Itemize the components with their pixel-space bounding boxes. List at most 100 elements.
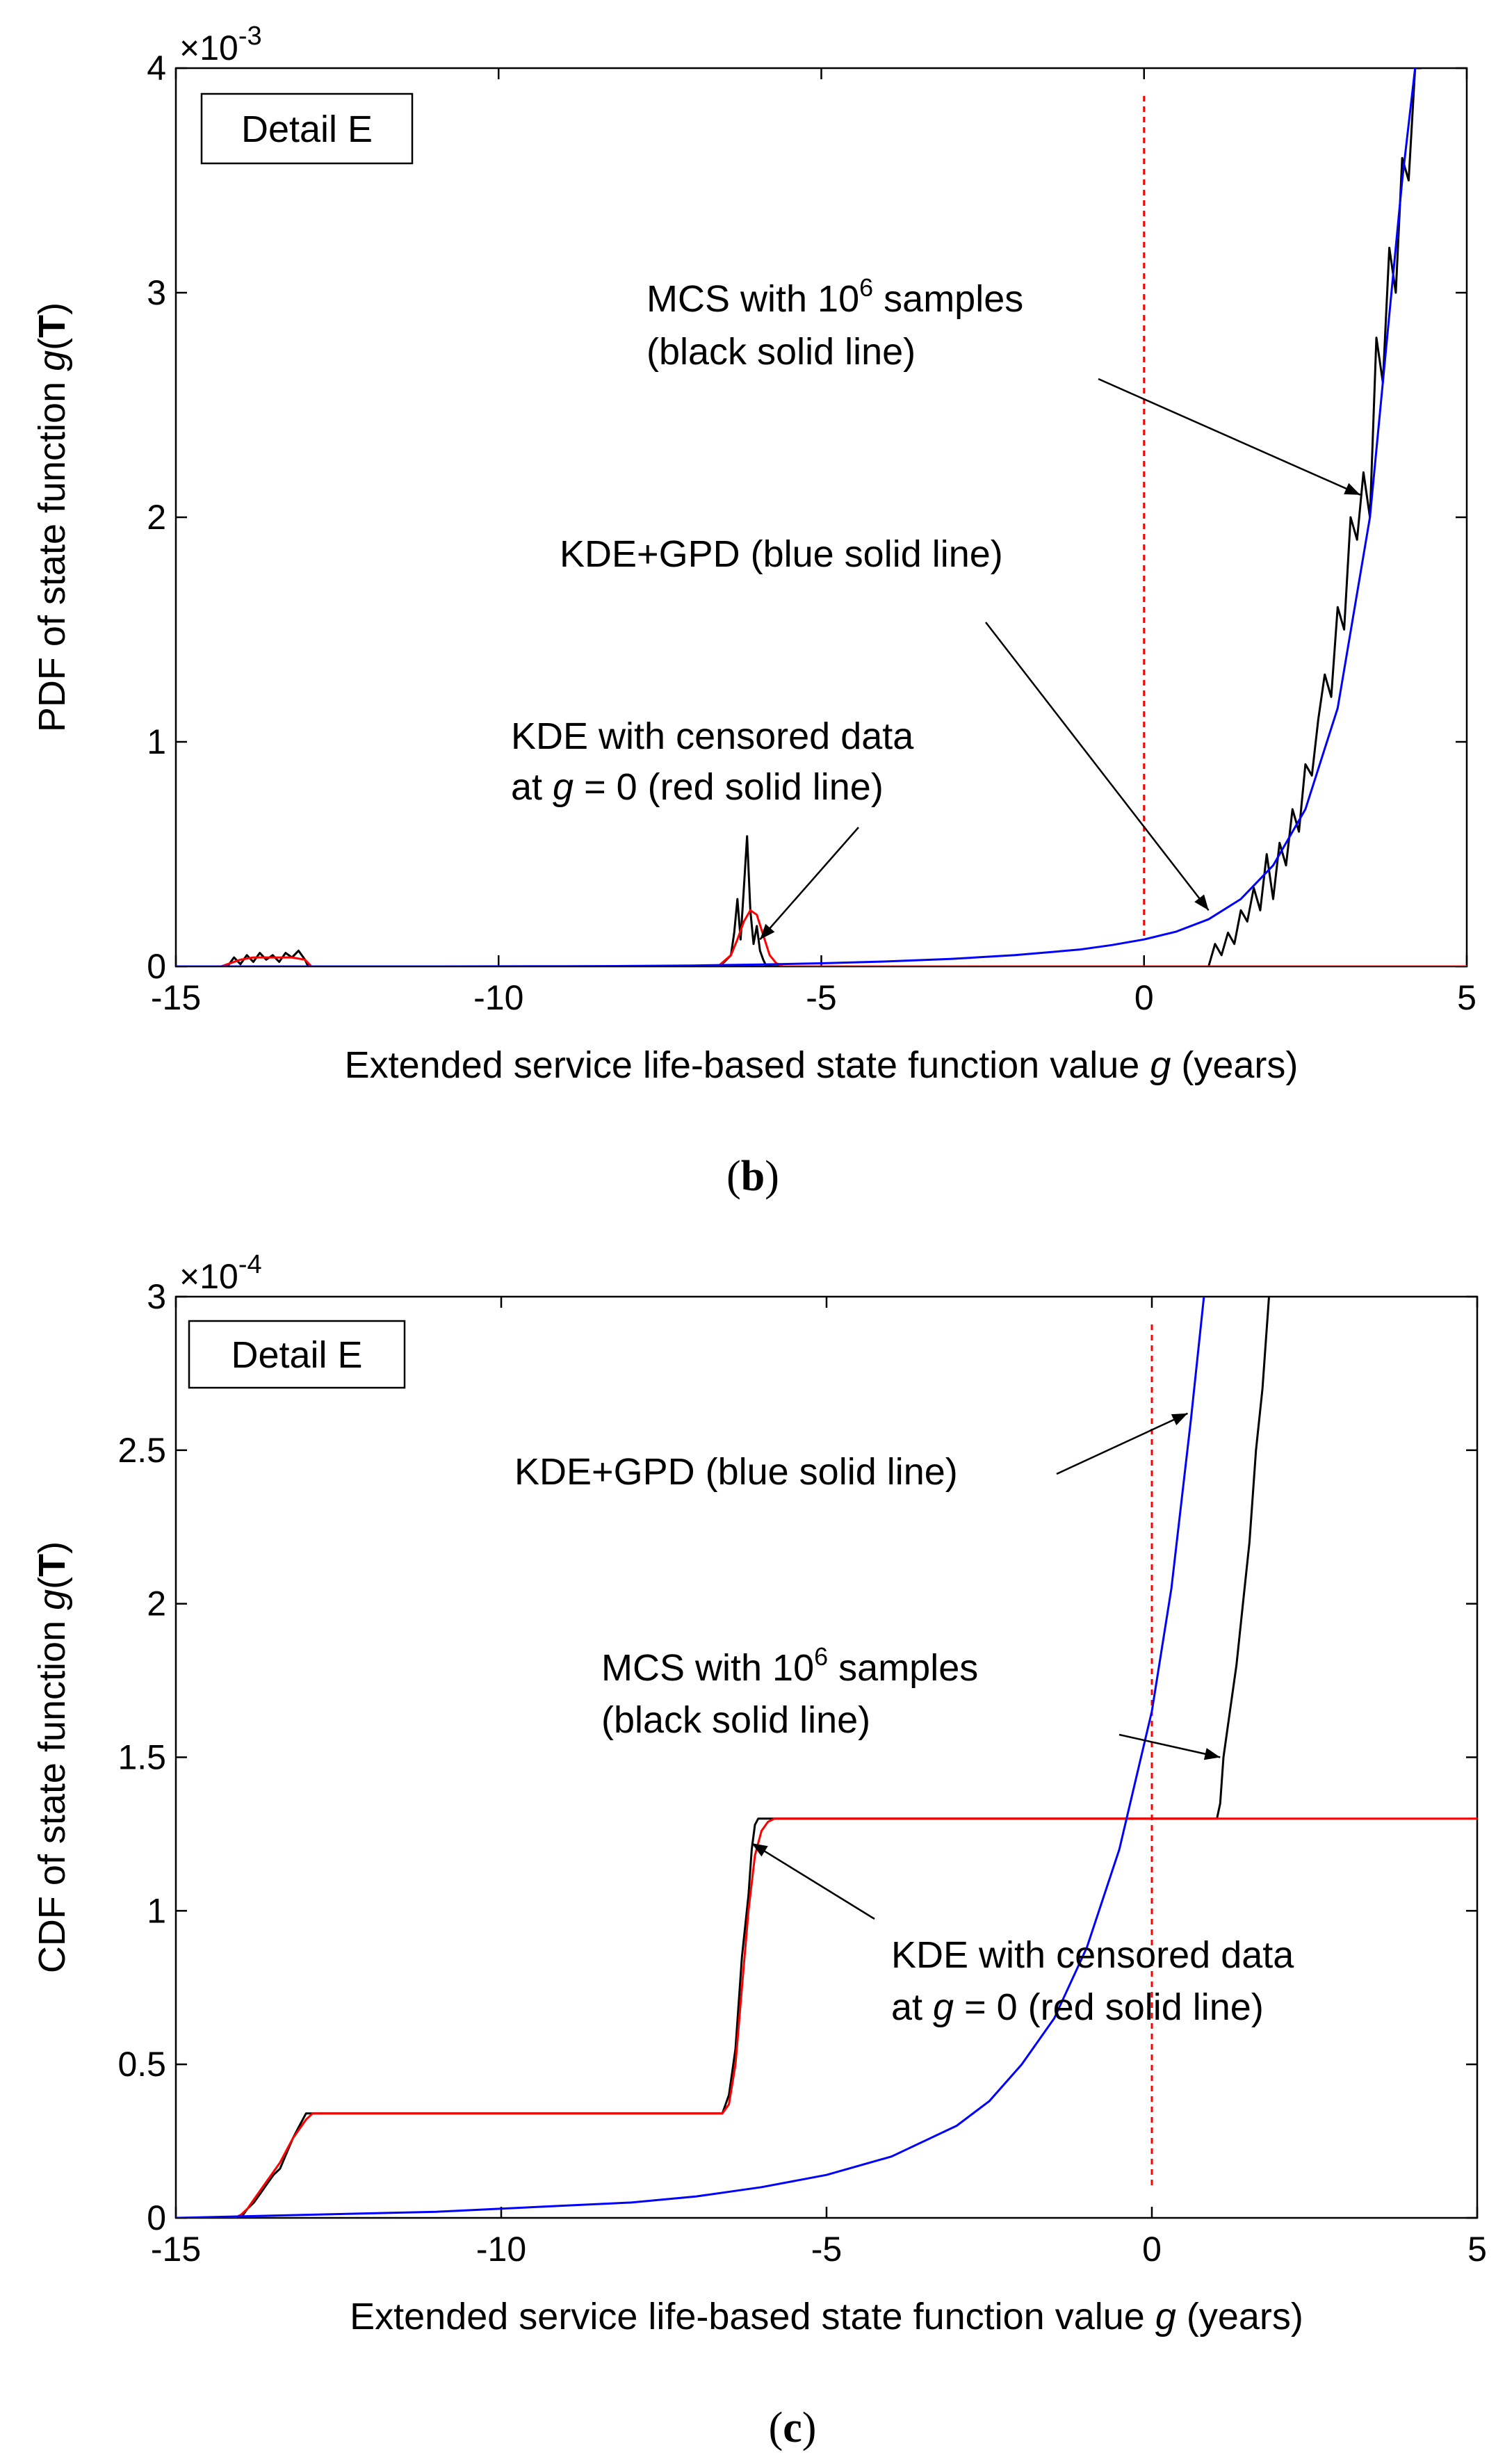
annotation-text: KDE with censored data — [891, 1934, 1294, 1976]
multiplier-exponent: -4 — [238, 1250, 262, 1279]
series-line-0000ff — [176, 68, 1417, 966]
series-group — [176, 1297, 1477, 2218]
italic-symbol: g — [933, 1986, 954, 2028]
annotation-text: at g = 0 (red solid line) — [511, 766, 884, 808]
x-axis-label: Extended service life-based state functi… — [345, 1044, 1299, 1086]
text-fragment: ( — [726, 1153, 741, 1200]
y-tick-label: 3 — [147, 273, 166, 312]
text-fragment: (black solid line) — [646, 331, 916, 373]
y-tick-label: 1.5 — [117, 1738, 166, 1777]
y-tick-label: 0 — [147, 2198, 166, 2237]
y-axis-multiplier: ×10-3 — [179, 22, 262, 67]
italic-symbol: g — [31, 1589, 73, 1610]
text-fragment: 10 — [772, 1647, 814, 1689]
annotation-arrow — [1056, 1412, 1189, 1475]
annotation-text: (black solid line) — [601, 1699, 870, 1741]
text-fragment: (years) — [1176, 2296, 1303, 2337]
panel-b: -15 -10 -5 0 5 0 1 2 3 4 ×10-3 Extended service lif… — [31, 22, 1476, 1200]
x-tick-label: -10 — [473, 978, 523, 1017]
text-fragment: MCS with — [601, 1647, 772, 1689]
text-fragment: at — [891, 1986, 933, 2028]
annotation-text: KDE+GPD (blue solid line) — [514, 1451, 958, 1493]
panel-caption: (b) — [726, 1153, 779, 1200]
y-axis-multiplier: ×10-4 — [179, 1250, 262, 1296]
bold-symbol: T — [31, 315, 73, 338]
annotation-text: KDE with censored data — [511, 715, 914, 757]
text-fragment: CDF of state function — [31, 1610, 73, 1973]
text-fragment: ( — [31, 338, 73, 350]
text-fragment: Extended service life-based state functi… — [345, 1044, 1150, 1086]
panel-letter: c — [783, 2404, 802, 2451]
superscript: 6 — [859, 273, 873, 302]
x-tick-label: 5 — [1457, 978, 1476, 1017]
detail-label: Detail E — [231, 1334, 362, 1376]
text-fragment: KDE with censored data — [891, 1934, 1294, 1976]
panel-c: -15 -10 -5 0 5 0 0.5 1 1.5 2 2.5 3 ×10-4 Extended ser… — [31, 1250, 1487, 2451]
annotation-arrow — [1098, 378, 1361, 496]
series-group — [176, 68, 1467, 966]
x-tick-label: 5 — [1467, 2230, 1487, 2269]
y-tick-label: 2 — [147, 1584, 166, 1623]
panel-caption: (c) — [769, 2404, 817, 2451]
y-tick-label: 2 — [147, 498, 166, 537]
x-tick-label: -5 — [811, 2230, 842, 2269]
text-fragment: = 0 (red solid line) — [573, 766, 884, 808]
text-fragment: ) — [765, 1153, 779, 1200]
text-fragment: ) — [31, 1541, 73, 1554]
italic-symbol: g — [553, 766, 573, 808]
series-line-000000 — [176, 68, 1422, 966]
x-tick-label: 0 — [1134, 978, 1154, 1017]
text-fragment: PDF of state function — [31, 371, 73, 732]
detail-label: Detail E — [241, 108, 373, 150]
italic-symbol: g — [31, 350, 73, 371]
italic-symbol: g — [1155, 2296, 1176, 2337]
y-axis-label: CDF of state function g(T) — [31, 1541, 73, 1973]
y-tick-label: 1 — [147, 1891, 166, 1930]
text-fragment: ( — [31, 1577, 73, 1589]
text-fragment: (years) — [1171, 1044, 1298, 1086]
annotation-arrow — [759, 827, 859, 941]
text-fragment: samples — [828, 1647, 978, 1689]
text-fragment: ×10 — [179, 29, 238, 67]
series-line-0000ff — [176, 1297, 1205, 2218]
x-tick-label: -15 — [151, 2230, 201, 2269]
x-tick-label: 0 — [1142, 2230, 1162, 2269]
annotation-text: MCS with 106​ samples — [601, 1642, 978, 1689]
y-tick-label: 0 — [147, 947, 166, 986]
annotation-arrow — [751, 1842, 875, 1920]
text-fragment: 10 — [817, 278, 859, 320]
multiplier-exponent: -3 — [238, 22, 262, 51]
panel-letter: b — [741, 1153, 765, 1200]
series-line-ff0000 — [176, 909, 1467, 966]
text-fragment: = 0 (red solid line) — [954, 1986, 1264, 2028]
text-fragment: at — [511, 766, 553, 808]
text-fragment: samples — [873, 278, 1023, 320]
y-tick-label: 0.5 — [117, 2045, 166, 2084]
y-axis-label: PDF of state function g(T) — [31, 302, 73, 732]
x-tick-label: -5 — [806, 978, 836, 1017]
x-axis-label: Extended service life-based state functi… — [350, 2296, 1303, 2337]
bold-symbol: T — [31, 1554, 73, 1577]
y-tick-label: 1 — [147, 722, 166, 761]
text-fragment: ( — [769, 2404, 783, 2451]
text-fragment: ) — [31, 302, 73, 315]
x-tick-label: -15 — [151, 978, 201, 1017]
text-fragment: (black solid line) — [601, 1699, 870, 1741]
x-tick-label: -10 — [476, 2230, 526, 2269]
detail-box — [200, 92, 414, 165]
annotation-text: KDE+GPD (blue solid line) — [560, 533, 1003, 575]
text-fragment: ×10 — [179, 1257, 238, 1296]
italic-symbol: g — [1150, 1044, 1171, 1086]
text-fragment: KDE+GPD (blue solid line) — [560, 533, 1003, 575]
series-line-ff0000 — [176, 1817, 1477, 2218]
annotation-text: at g = 0 (red solid line) — [891, 1986, 1264, 2028]
text-fragment: MCS with — [646, 278, 817, 320]
detail-box — [188, 1320, 406, 1389]
annotation-text: MCS with 106​ samples — [646, 273, 1023, 320]
series-line-000000 — [176, 1297, 1270, 2218]
y-tick-label: 4 — [147, 49, 166, 88]
annotation-arrow — [985, 622, 1210, 911]
plot-area-frame — [174, 1295, 1479, 2219]
text-fragment: ) — [802, 2404, 817, 2451]
